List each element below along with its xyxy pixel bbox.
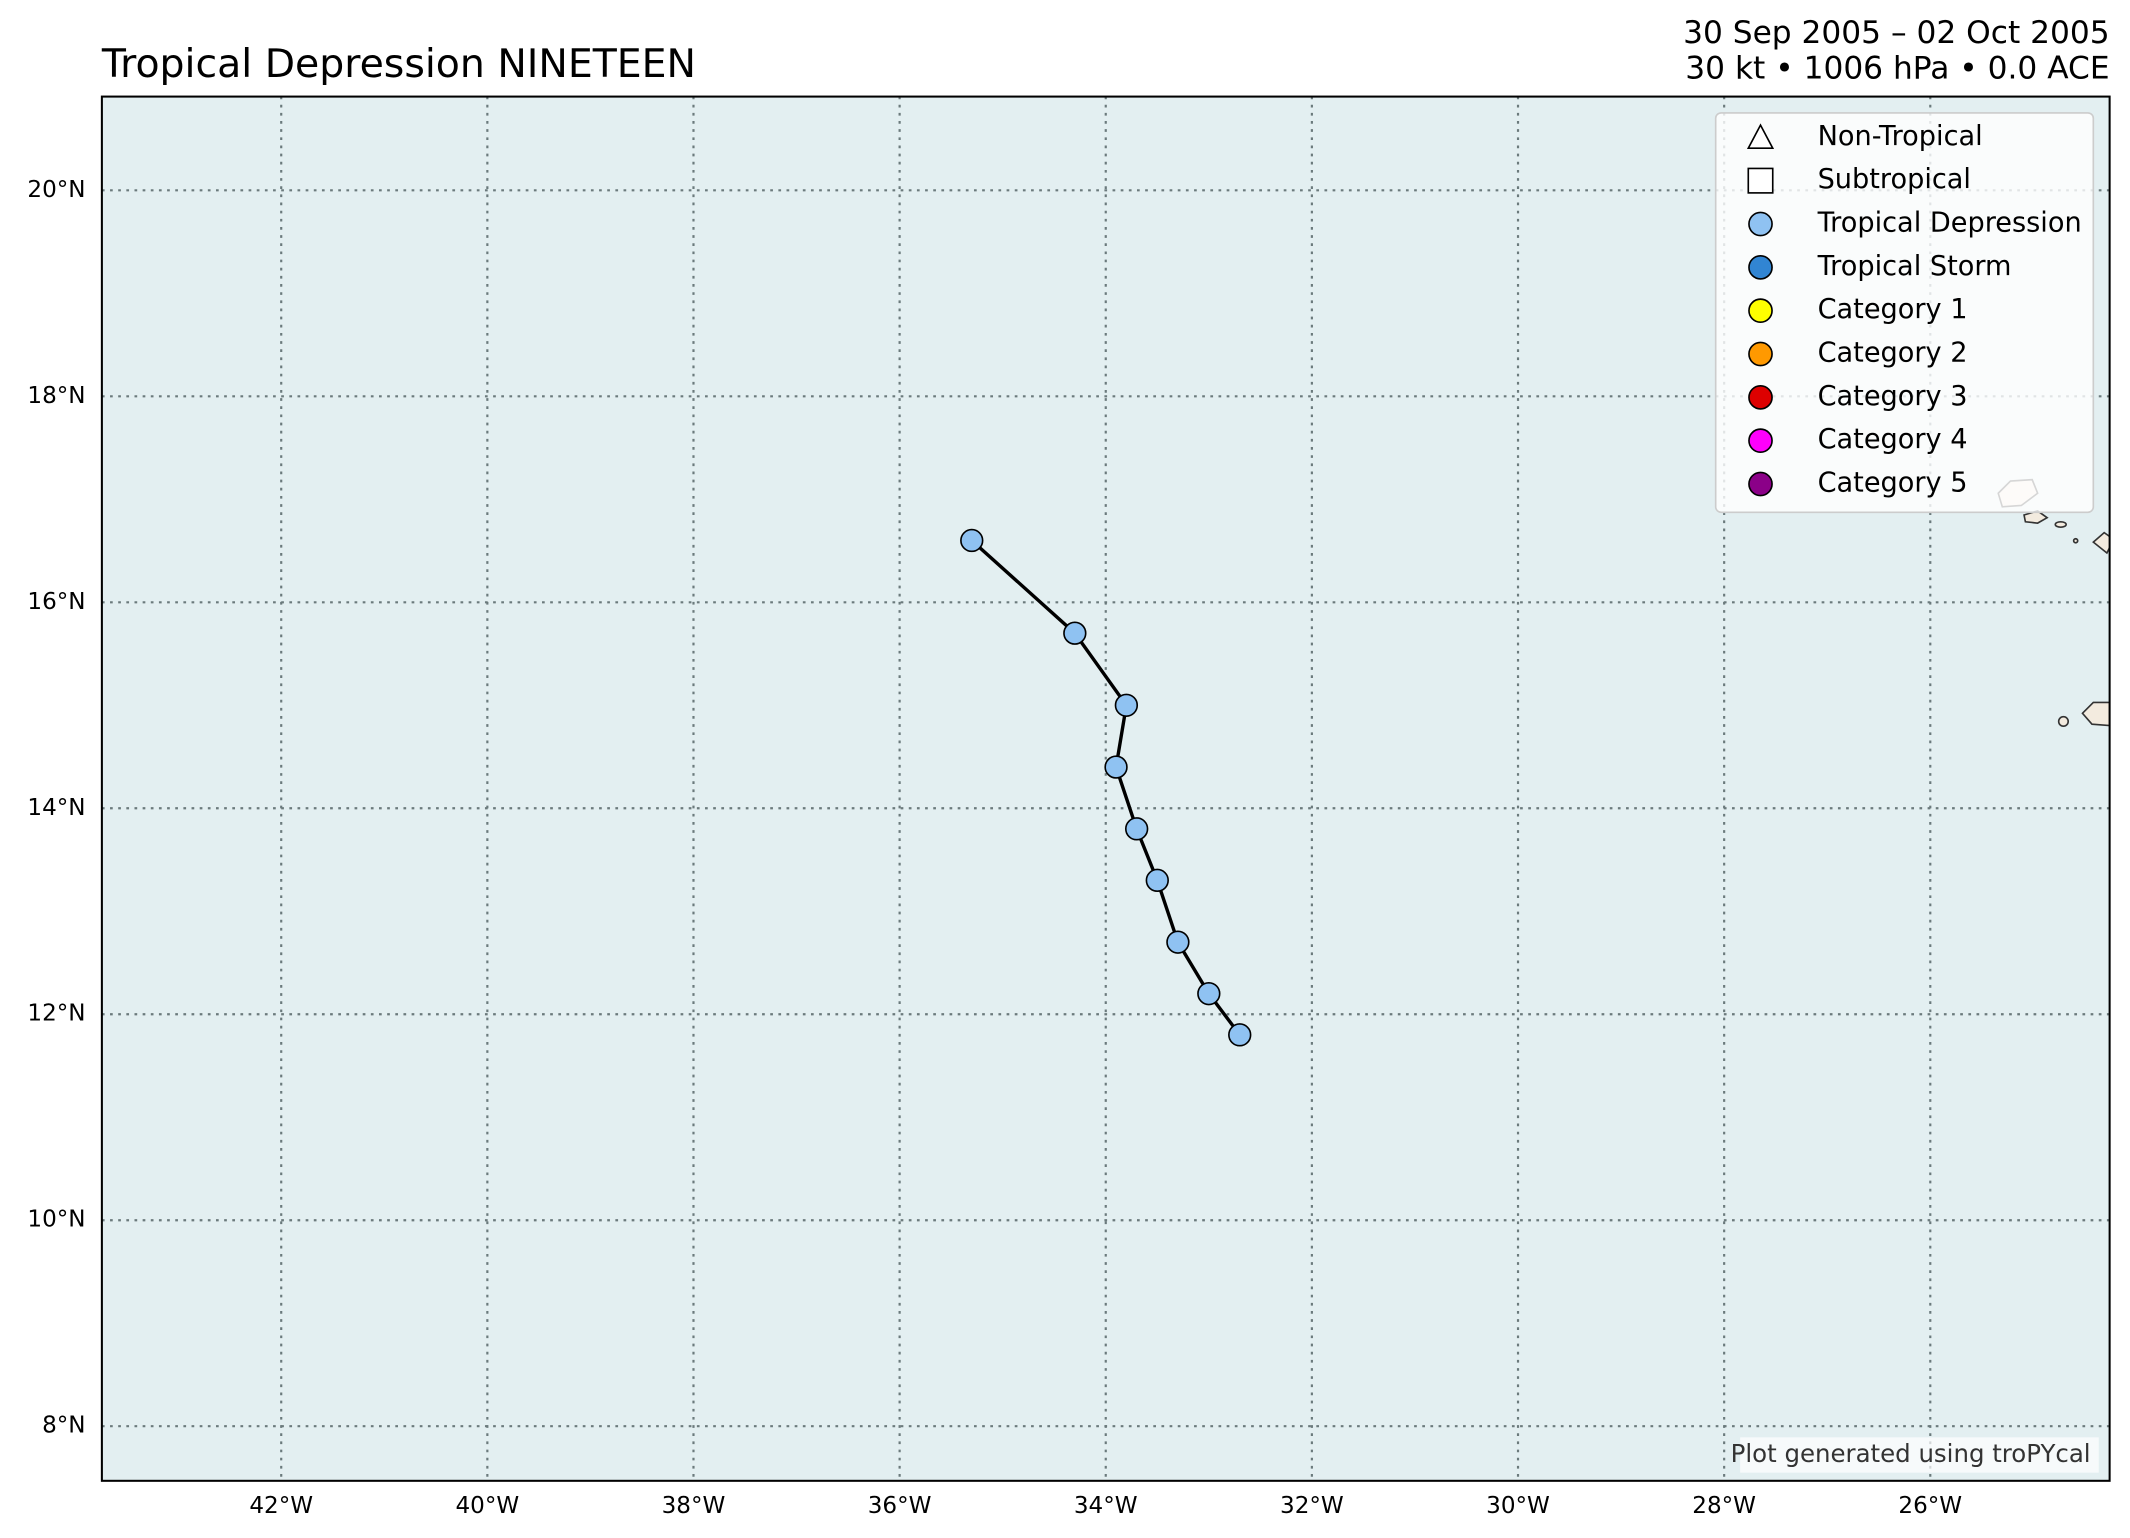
legend-marker bbox=[1748, 384, 1773, 410]
legend-marker bbox=[1747, 167, 1774, 194]
x-tick-label: 26°W bbox=[1898, 1493, 1962, 1519]
track-point bbox=[1124, 817, 1149, 841]
x-tick-label: 38°W bbox=[662, 1493, 726, 1519]
legend: Non-Tropical Subtropical Tropical Depressi… bbox=[1714, 112, 2095, 514]
subtitle: 30 kt • 1006 hPa • 0.0 ACE bbox=[1685, 50, 2109, 86]
track-point bbox=[1166, 930, 1190, 954]
footnote-box bbox=[1740, 1437, 2099, 1473]
y-tick-label: 10°N bbox=[27, 1207, 85, 1233]
track-point bbox=[1104, 755, 1128, 779]
y-tick-label: 8°N bbox=[42, 1413, 86, 1439]
legend-marker bbox=[1746, 123, 1775, 150]
legend-label: Category 1 bbox=[1818, 294, 1968, 325]
x-tick-label: 36°W bbox=[868, 1493, 932, 1519]
track-point bbox=[1063, 621, 1087, 645]
x-tick-label: 28°W bbox=[1692, 1493, 1756, 1519]
legend-label: Category 4 bbox=[1818, 424, 1968, 455]
y-tick-label: 20°N bbox=[27, 177, 85, 203]
legend-label: Tropical Storm bbox=[1817, 251, 2012, 282]
legend-label: Category 3 bbox=[1818, 381, 1968, 412]
legend-label: Category 5 bbox=[1818, 468, 1968, 499]
legend-marker bbox=[1748, 211, 1773, 237]
track-point bbox=[1114, 693, 1139, 717]
track bbox=[960, 528, 1252, 1047]
legend-label: Non-Tropical bbox=[1818, 121, 1983, 152]
island bbox=[2092, 531, 2110, 555]
y-tick-label: 18°N bbox=[27, 383, 85, 409]
x-tick-label: 34°W bbox=[1074, 1493, 1138, 1519]
legend-label: Subtropical bbox=[1818, 164, 1971, 195]
legend-label: Category 2 bbox=[1818, 338, 1968, 369]
island bbox=[2057, 715, 2070, 728]
legend-marker bbox=[1748, 298, 1773, 324]
island bbox=[2054, 520, 2067, 529]
y-tick-label: 14°N bbox=[27, 795, 85, 821]
map-frame bbox=[100, 95, 2111, 1482]
chart-title: Tropical Depression NINETEEN bbox=[101, 41, 696, 87]
island bbox=[2081, 701, 2110, 727]
island bbox=[2072, 537, 2079, 544]
x-tick-label: 40°W bbox=[455, 1493, 519, 1519]
footnote: Plot generated using troPYcal bbox=[1731, 1439, 2091, 1468]
legend-marker bbox=[1748, 428, 1773, 454]
track-point bbox=[1228, 1023, 1252, 1047]
track-point bbox=[1197, 981, 1221, 1006]
track-point bbox=[1145, 868, 1169, 893]
legend-box bbox=[1714, 112, 2095, 514]
legend-marker bbox=[1748, 254, 1773, 280]
subtitle: 30 Sep 2005 – 02 Oct 2005 bbox=[1683, 15, 2110, 51]
x-tick-label: 30°W bbox=[1486, 1493, 1550, 1519]
x-tick-label: 32°W bbox=[1280, 1493, 1344, 1519]
legend-marker bbox=[1748, 341, 1773, 367]
x-tick-label: 42°W bbox=[249, 1493, 313, 1519]
y-tick-label: 16°N bbox=[27, 589, 85, 615]
y-tick-label: 12°N bbox=[27, 1001, 85, 1027]
legend-marker bbox=[1748, 471, 1773, 497]
legend-label: Tropical Depression bbox=[1817, 208, 2082, 239]
track-point bbox=[960, 528, 984, 553]
ticks: 42°W 40°W 38°W 36°W 34°W 32°W 30°W 28°W 26°W 8°N 1… bbox=[27, 177, 1962, 1519]
